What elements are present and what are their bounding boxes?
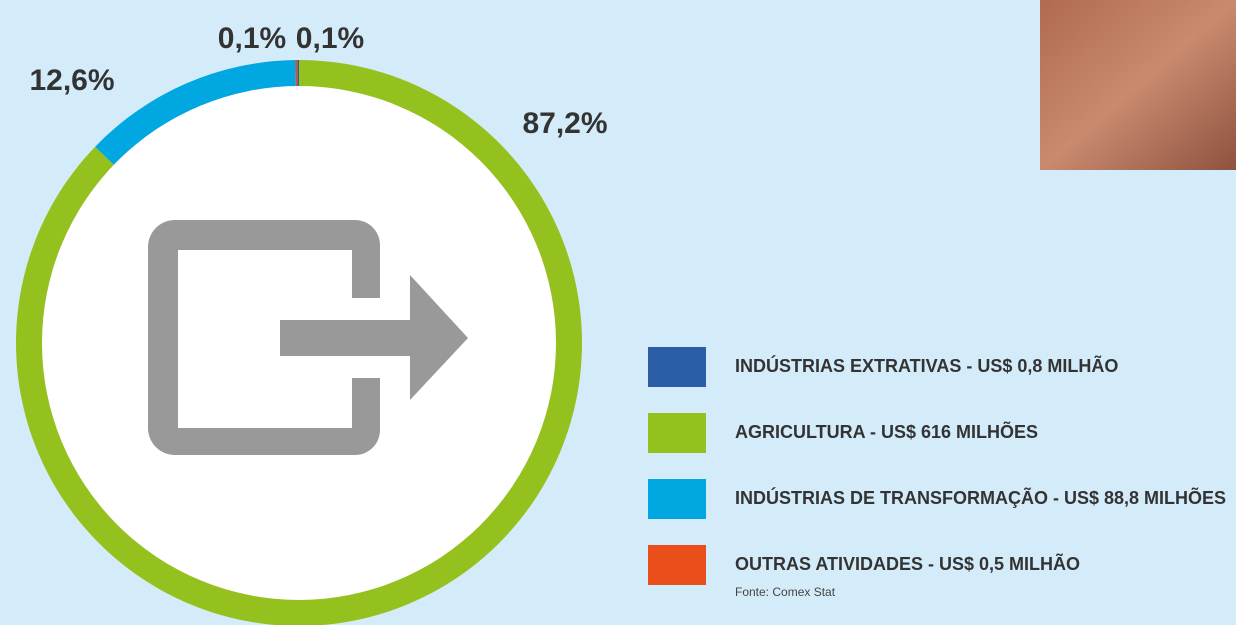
legend-label: AGRICULTURA - US$ 616 MILHÕES	[735, 421, 1038, 442]
legend-label: OUTRAS ATIVIDADES - US$ 0,5 MILHÃO	[735, 553, 1080, 574]
legend-swatch	[648, 347, 706, 387]
legend-swatch	[648, 413, 706, 453]
value-label: 0,1%	[296, 22, 364, 55]
value-label: 87,2%	[522, 107, 607, 140]
source: Fonte: Comex Stat	[735, 585, 836, 599]
legend-label: INDÚSTRIAS EXTRATIVAS - US$ 0,8 MILHÃO	[735, 355, 1118, 376]
legend-label: INDÚSTRIAS DE TRANSFORMAÇÃO - US$ 88,8 M…	[735, 487, 1226, 508]
exit-icon	[148, 220, 468, 455]
photo	[1040, 0, 1236, 170]
value-label: 12,6%	[29, 64, 114, 97]
legend-swatch	[648, 545, 706, 585]
value-label: 0,1%	[218, 22, 286, 55]
legend-swatch	[648, 479, 706, 519]
